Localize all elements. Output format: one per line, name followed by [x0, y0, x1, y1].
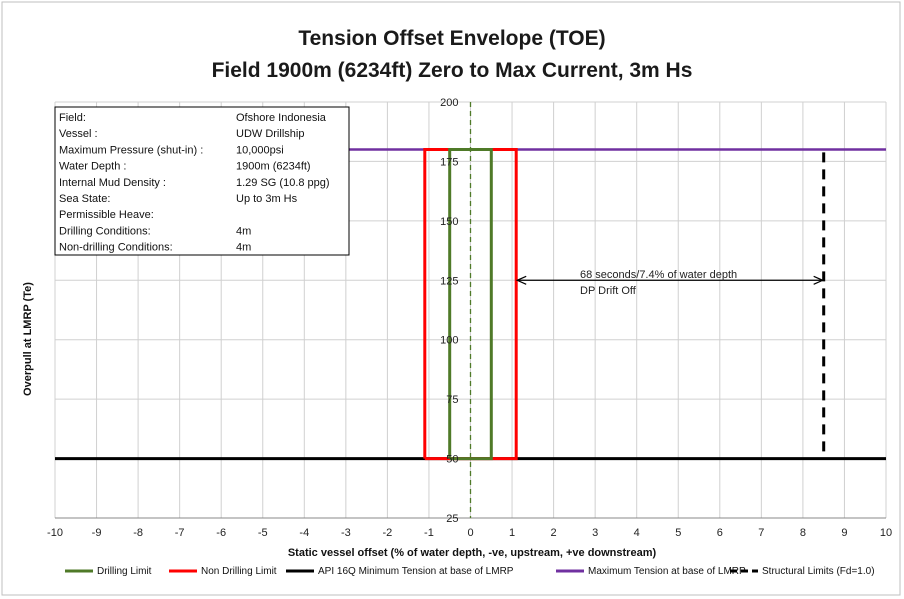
x-tick-label: -4 [299, 527, 309, 539]
annotation-line-1: 68 seconds/7.4% of water depth [580, 269, 737, 281]
info-label: Maximum Pressure (shut-in) : [59, 144, 203, 156]
x-tick-label: 8 [800, 527, 806, 539]
y-tick-label: 75 [446, 394, 458, 406]
legend-label-1: Non Drilling Limit [201, 566, 277, 577]
x-axis-label: Static vessel offset (% of water depth, … [288, 547, 657, 559]
x-tick-label: -8 [133, 527, 143, 539]
info-label: Drilling Conditions: [59, 225, 151, 237]
y-tick-label: 50 [446, 454, 458, 466]
info-label: Water Depth : [59, 161, 126, 173]
info-label: Permissible Heave: [59, 209, 154, 221]
x-tick-label: 7 [758, 527, 764, 539]
info-box-frame [54, 106, 350, 256]
x-tick-label: 5 [675, 527, 681, 539]
info-value: 1.29 SG (10.8 ppg) [236, 177, 330, 189]
y-tick-label: 125 [440, 275, 458, 287]
annotation-group: 68 seconds/7.4% of water depth DP Drift O… [515, 269, 825, 297]
y-tick-label: 200 [440, 97, 458, 109]
x-tick-label: 9 [841, 527, 847, 539]
y-tick-label: 175 [440, 156, 458, 168]
legend-label-4: Structural Limits (Fd=1.0) [762, 566, 875, 577]
y-tick-label: 25 [446, 513, 458, 525]
legend-label-2: API 16Q Minimum Tension at base of LMRP [318, 566, 514, 577]
x-tick-label: -10 [47, 527, 63, 539]
drift-arrowhead-right [813, 275, 825, 285]
y-axis-label: Overpull at LMRP (Te) [22, 282, 34, 396]
x-tick-label: 0 [467, 527, 473, 539]
info-label: Non-drilling Conditions: [59, 242, 173, 254]
x-tick-label: -2 [383, 527, 393, 539]
legend-label-3: Maximum Tension at base of LMRP [588, 566, 746, 577]
info-value: 4m [236, 242, 251, 254]
annotation-line-2: DP Drift Off [580, 285, 637, 297]
x-tick-label: 4 [634, 527, 640, 539]
x-tick-label: -5 [258, 527, 268, 539]
x-tick-label: -9 [92, 527, 102, 539]
drift-arrowhead-left [515, 275, 527, 285]
info-value: 10,000psi [236, 144, 284, 156]
tick-labels: -10 -9 -8 -7 -6 -5 -4 -3 -2 -1 0 1 2 3 4 5 6 7 8 9 102550751… [47, 97, 892, 539]
x-tick-label: 1 [509, 527, 515, 539]
info-box: Field: Ofshore Indonesia Vessel : UDW Drill… [54, 106, 350, 256]
info-value: 4m [236, 225, 251, 237]
chart-title: Tension Offset Envelope (TOE) [298, 27, 605, 50]
x-tick-label: 2 [551, 527, 557, 539]
y-tick-label: 100 [440, 335, 458, 347]
info-value: 1900m (6234ft) [236, 161, 311, 173]
legend: Drilling Limit Non Drilling Limit API 16Q … [65, 566, 875, 577]
info-value: Ofshore Indonesia [236, 112, 327, 124]
y-tick-label: 150 [440, 216, 458, 228]
x-tick-label: 3 [592, 527, 598, 539]
series-line-0 [448, 148, 493, 461]
info-label: Field: [59, 112, 86, 124]
x-tick-label: 10 [880, 527, 892, 539]
info-label: Vessel : [59, 128, 98, 140]
chart-subtitle: Field 1900m (6234ft) Zero to Max Current… [212, 59, 693, 82]
x-tick-label: 6 [717, 527, 723, 539]
info-label: Internal Mud Density : [59, 177, 166, 189]
x-tick-label: -7 [175, 527, 185, 539]
x-tick-label: -6 [216, 527, 226, 539]
legend-label-0: Drilling Limit [97, 566, 152, 577]
info-value: Up to 3m Hs [236, 193, 298, 205]
x-tick-label: -1 [424, 527, 434, 539]
x-tick-label: -3 [341, 527, 351, 539]
info-label: Sea State: [59, 193, 110, 205]
info-value: UDW Drillship [236, 128, 304, 140]
